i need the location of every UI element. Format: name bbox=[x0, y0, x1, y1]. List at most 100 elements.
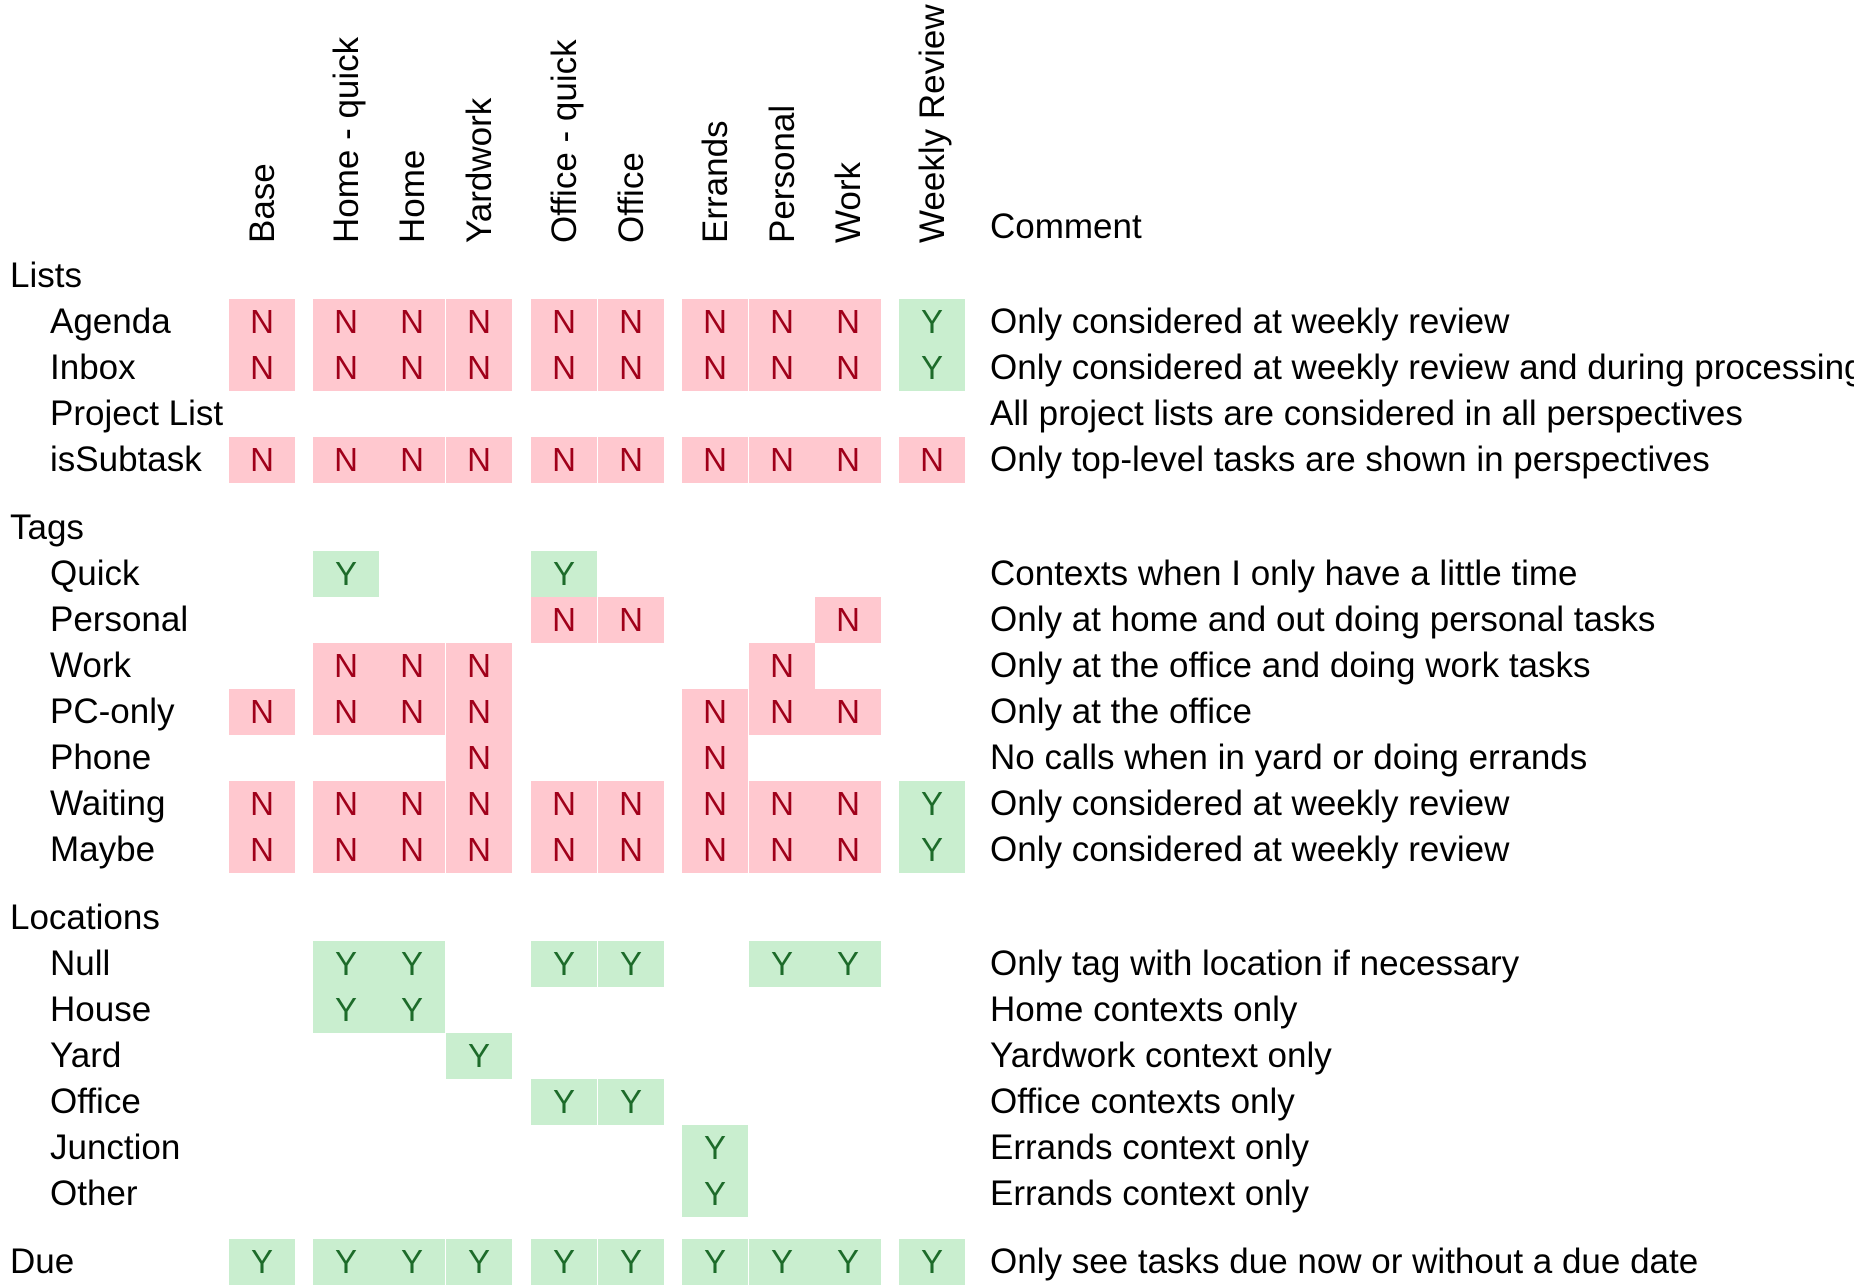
cell-no: N bbox=[682, 345, 748, 391]
row-comment: Only considered at weekly review bbox=[990, 784, 1510, 823]
column-header: Home - quick bbox=[327, 36, 366, 243]
cell-no: N bbox=[313, 781, 379, 827]
cell-no: N bbox=[749, 437, 815, 483]
row-label: Agenda bbox=[50, 302, 171, 341]
cell-no: N bbox=[815, 299, 881, 345]
cell-yes: Y bbox=[899, 299, 965, 345]
cell-no: N bbox=[531, 781, 597, 827]
cell-no: N bbox=[682, 781, 748, 827]
section-title: Locations bbox=[10, 898, 160, 937]
cell-yes: Y bbox=[682, 1239, 748, 1285]
cell-yes: Y bbox=[899, 827, 965, 873]
cell-yes: Y bbox=[531, 941, 597, 987]
cell-yes: Y bbox=[598, 1239, 664, 1285]
cell-no: N bbox=[598, 345, 664, 391]
column-header: Personal bbox=[763, 104, 802, 243]
cell-no: N bbox=[446, 827, 512, 873]
cell-no: N bbox=[815, 781, 881, 827]
cell-yes: Y bbox=[531, 551, 597, 597]
row-label: Maybe bbox=[50, 830, 156, 869]
cell-yes: Y bbox=[899, 781, 965, 827]
cell-no: N bbox=[229, 437, 295, 483]
cell-no: N bbox=[749, 345, 815, 391]
cell-no: N bbox=[313, 643, 379, 689]
cell-yes: Y bbox=[313, 551, 379, 597]
cell-no: N bbox=[229, 827, 295, 873]
row-comment: Errands context only bbox=[990, 1128, 1310, 1167]
cell-no: N bbox=[815, 689, 881, 735]
cell-no: N bbox=[815, 437, 881, 483]
section-title: Due bbox=[10, 1242, 75, 1281]
column-header: Weekly Review bbox=[913, 4, 952, 243]
cell-no: N bbox=[598, 437, 664, 483]
column-header: Base bbox=[243, 163, 282, 243]
row-comment: Home contexts only bbox=[990, 990, 1298, 1029]
row-label: Personal bbox=[50, 600, 189, 639]
cell-no: N bbox=[531, 345, 597, 391]
cell-no: N bbox=[446, 689, 512, 735]
cell-yes: Y bbox=[446, 1239, 512, 1285]
cell-yes: Y bbox=[313, 1239, 379, 1285]
row-label: isSubtask bbox=[50, 440, 202, 479]
cell-no: N bbox=[531, 827, 597, 873]
cell-no: N bbox=[313, 345, 379, 391]
row-comment: Yardwork context only bbox=[990, 1036, 1332, 1075]
cell-no: N bbox=[598, 597, 664, 643]
cell-yes: Y bbox=[598, 1079, 664, 1125]
column-header: Errands bbox=[696, 120, 735, 243]
section-title: Tags bbox=[10, 508, 84, 547]
cell-no: N bbox=[446, 437, 512, 483]
row-comment: Only see tasks due now or without a due … bbox=[990, 1242, 1699, 1281]
cell-no: N bbox=[229, 781, 295, 827]
cell-no: N bbox=[446, 781, 512, 827]
row-label: Project List bbox=[50, 394, 224, 433]
cell-no: N bbox=[682, 299, 748, 345]
cell-no: N bbox=[379, 643, 445, 689]
cell-yes: Y bbox=[229, 1239, 295, 1285]
column-header: Office bbox=[612, 152, 651, 243]
cell-no: N bbox=[229, 345, 295, 391]
cell-no: N bbox=[379, 781, 445, 827]
row-label: Junction bbox=[50, 1128, 181, 1167]
cell-no: N bbox=[815, 827, 881, 873]
cell-no: N bbox=[313, 827, 379, 873]
row-label: Waiting bbox=[50, 784, 166, 823]
cell-yes: Y bbox=[379, 1239, 445, 1285]
row-comment: Only at home and out doing personal task… bbox=[990, 600, 1656, 639]
cell-no: N bbox=[749, 299, 815, 345]
row-label: House bbox=[50, 990, 152, 1029]
cell-no: N bbox=[313, 689, 379, 735]
cell-no: N bbox=[446, 643, 512, 689]
cell-no: N bbox=[749, 689, 815, 735]
cell-yes: Y bbox=[749, 1239, 815, 1285]
cell-no: N bbox=[379, 345, 445, 391]
row-comment: No calls when in yard or doing errands bbox=[990, 738, 1588, 777]
row-comment: Only tag with location if necessary bbox=[990, 944, 1520, 983]
cell-yes: Y bbox=[815, 941, 881, 987]
cell-yes: Y bbox=[531, 1239, 597, 1285]
cell-no: N bbox=[229, 689, 295, 735]
cell-yes: Y bbox=[749, 941, 815, 987]
cell-no: N bbox=[313, 299, 379, 345]
cell-no: N bbox=[598, 827, 664, 873]
cell-no: N bbox=[446, 735, 512, 781]
cell-no: N bbox=[531, 597, 597, 643]
row-label: Work bbox=[50, 646, 132, 685]
cell-no: N bbox=[815, 345, 881, 391]
cell-yes: Y bbox=[899, 1239, 965, 1285]
cell-yes: Y bbox=[899, 345, 965, 391]
cell-no: N bbox=[446, 345, 512, 391]
cell-yes: Y bbox=[379, 987, 445, 1033]
cell-no: N bbox=[749, 827, 815, 873]
row-label: Quick bbox=[50, 554, 140, 593]
cell-yes: Y bbox=[531, 1079, 597, 1125]
cell-yes: Y bbox=[313, 987, 379, 1033]
row-comment: Only considered at weekly review bbox=[990, 830, 1510, 869]
cell-yes: Y bbox=[815, 1239, 881, 1285]
cell-yes: Y bbox=[598, 941, 664, 987]
column-header: Home bbox=[393, 149, 432, 243]
cell-no: N bbox=[682, 827, 748, 873]
row-label: Null bbox=[50, 944, 111, 983]
row-comment: Only considered at weekly review and dur… bbox=[990, 348, 1854, 387]
